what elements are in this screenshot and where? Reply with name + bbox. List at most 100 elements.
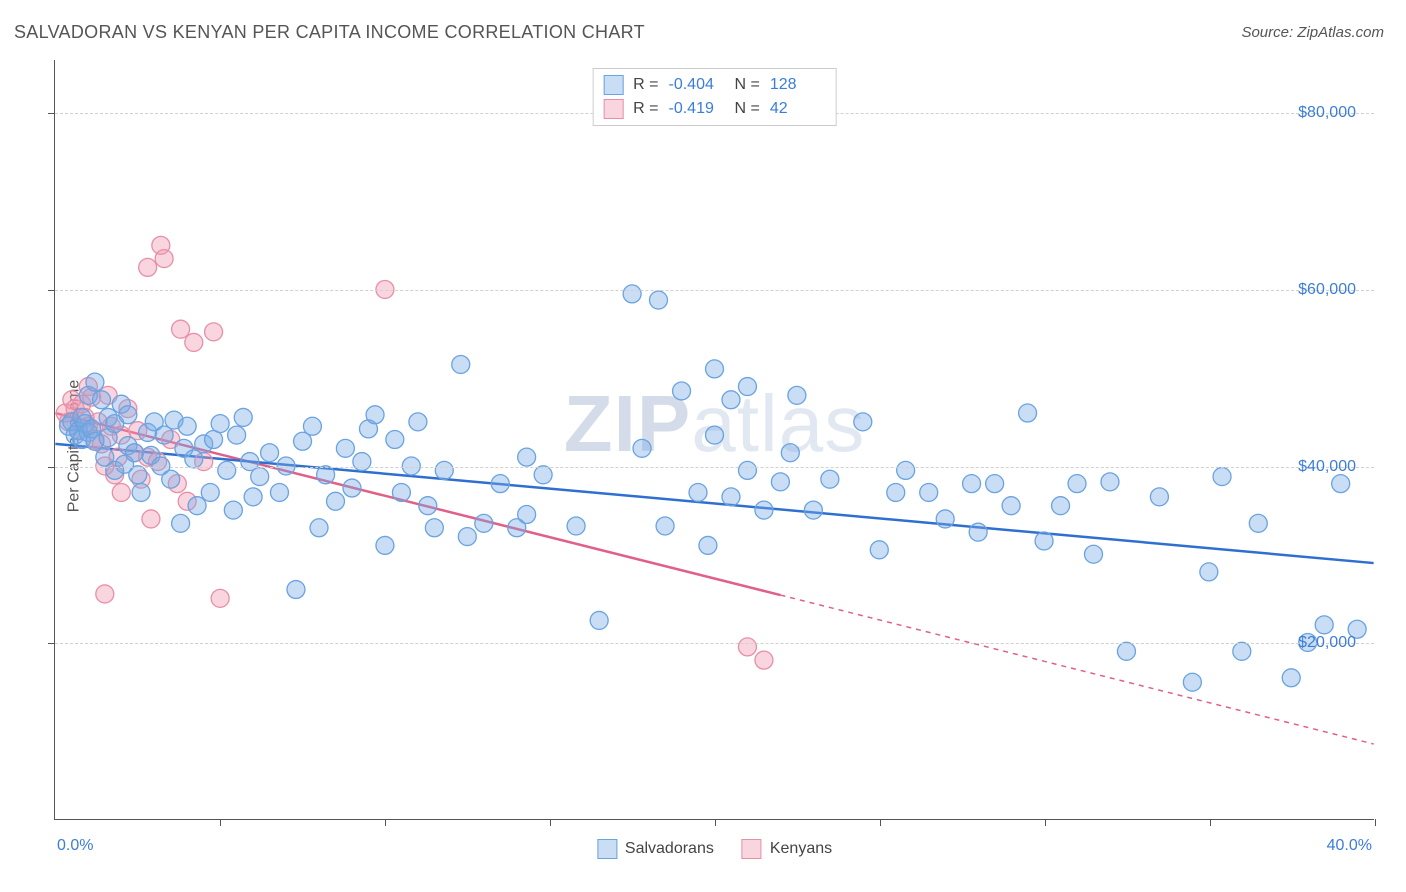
- point-salvadoran: [590, 611, 608, 629]
- point-salvadoran: [673, 382, 691, 400]
- point-salvadoran: [425, 519, 443, 537]
- legend-row-kenyan: R = -0.419 N = 42: [603, 97, 826, 121]
- point-salvadoran: [821, 470, 839, 488]
- point-salvadoran: [1332, 475, 1350, 493]
- point-salvadoran: [1200, 563, 1218, 581]
- legend-item-kenyans: Kenyans: [742, 839, 832, 859]
- point-salvadoran: [1249, 514, 1267, 532]
- point-salvadoran: [366, 406, 384, 424]
- point-salvadoran: [706, 426, 724, 444]
- point-salvadoran: [518, 506, 536, 524]
- point-salvadoran: [353, 453, 371, 471]
- point-salvadoran: [920, 483, 938, 501]
- point-salvadoran: [162, 470, 180, 488]
- y-tick-label: $60,000: [1298, 281, 1356, 299]
- point-salvadoran: [287, 581, 305, 599]
- r-label: R =: [633, 100, 658, 118]
- gridline: [55, 467, 1374, 468]
- swatch-salvadoran: [603, 75, 623, 95]
- y-tick-mark: [48, 113, 55, 114]
- x-axis-min-label: 0.0%: [57, 837, 93, 855]
- point-salvadoran: [649, 291, 667, 309]
- n-label: N =: [735, 100, 760, 118]
- y-tick-label: $20,000: [1298, 634, 1356, 652]
- x-tick-mark: [220, 819, 221, 826]
- point-salvadoran: [228, 426, 246, 444]
- point-salvadoran: [475, 514, 493, 532]
- point-salvadoran: [336, 439, 354, 457]
- point-salvadoran: [244, 488, 262, 506]
- point-salvadoran: [452, 355, 470, 373]
- point-salvadoran: [303, 417, 321, 435]
- y-tick-label: $80,000: [1298, 104, 1356, 122]
- point-salvadoran: [1002, 497, 1020, 515]
- point-salvadoran: [1117, 642, 1135, 660]
- point-salvadoran: [343, 479, 361, 497]
- y-tick-label: $40,000: [1298, 458, 1356, 476]
- point-salvadoran: [534, 466, 552, 484]
- point-salvadoran: [409, 413, 427, 431]
- gridline: [55, 643, 1374, 644]
- point-salvadoran: [656, 517, 674, 535]
- point-salvadoran: [969, 523, 987, 541]
- point-salvadoran: [887, 483, 905, 501]
- point-salvadoran: [689, 483, 707, 501]
- point-salvadoran: [251, 468, 269, 486]
- point-salvadoran: [218, 461, 236, 479]
- point-salvadoran: [623, 285, 641, 303]
- series-legend: Salvadorans Kenyans: [597, 839, 832, 859]
- point-salvadoran: [261, 444, 279, 462]
- point-kenyan: [185, 333, 203, 351]
- series-label: Kenyans: [770, 840, 832, 858]
- point-kenyan: [172, 320, 190, 338]
- r-label: R =: [633, 76, 658, 94]
- x-axis-max-label: 40.0%: [1327, 837, 1372, 855]
- point-salvadoran: [178, 417, 196, 435]
- swatch-salvadoran: [597, 839, 617, 859]
- n-value-kenyan: 42: [770, 100, 826, 118]
- point-salvadoran: [211, 415, 229, 433]
- point-salvadoran: [129, 466, 147, 484]
- point-kenyan: [155, 250, 173, 268]
- point-salvadoran: [86, 373, 104, 391]
- plot-area: ZIPatlas R = -0.404 N = 128 R = -0.419 N…: [54, 60, 1374, 820]
- point-kenyan: [96, 585, 114, 603]
- point-salvadoran: [936, 510, 954, 528]
- point-salvadoran: [1035, 532, 1053, 550]
- point-salvadoran: [132, 483, 150, 501]
- n-label: N =: [735, 76, 760, 94]
- x-tick-mark: [385, 819, 386, 826]
- point-kenyan: [142, 510, 160, 528]
- legend-row-salvadoran: R = -0.404 N = 128: [603, 73, 826, 97]
- swatch-kenyan: [742, 839, 762, 859]
- point-kenyan: [738, 638, 756, 656]
- x-tick-mark: [880, 819, 881, 826]
- legend-item-salvadorans: Salvadorans: [597, 839, 714, 859]
- point-salvadoran: [419, 497, 437, 515]
- point-salvadoran: [327, 492, 345, 510]
- point-salvadoran: [1068, 475, 1086, 493]
- point-kenyan: [139, 258, 157, 276]
- point-salvadoran: [567, 517, 585, 535]
- x-tick-mark: [1375, 819, 1376, 826]
- scatter-points-layer: [55, 60, 1374, 819]
- x-tick-mark: [1210, 819, 1211, 826]
- point-salvadoran: [119, 406, 137, 424]
- correlation-legend: R = -0.404 N = 128 R = -0.419 N = 42: [592, 68, 837, 126]
- swatch-kenyan: [603, 99, 623, 119]
- point-salvadoran: [392, 483, 410, 501]
- point-salvadoran: [270, 483, 288, 501]
- point-salvadoran: [1282, 669, 1300, 687]
- chart-title: SALVADORAN VS KENYAN PER CAPITA INCOME C…: [14, 22, 645, 43]
- point-salvadoran: [804, 501, 822, 519]
- point-salvadoran: [1213, 468, 1231, 486]
- source-attribution: Source: ZipAtlas.com: [1241, 24, 1384, 41]
- r-value-kenyan: -0.419: [669, 100, 725, 118]
- point-salvadoran: [963, 475, 981, 493]
- point-salvadoran: [633, 439, 651, 457]
- point-salvadoran: [172, 514, 190, 532]
- point-salvadoran: [738, 378, 756, 396]
- point-salvadoran: [1101, 473, 1119, 491]
- point-kenyan: [211, 589, 229, 607]
- point-salvadoran: [491, 475, 509, 493]
